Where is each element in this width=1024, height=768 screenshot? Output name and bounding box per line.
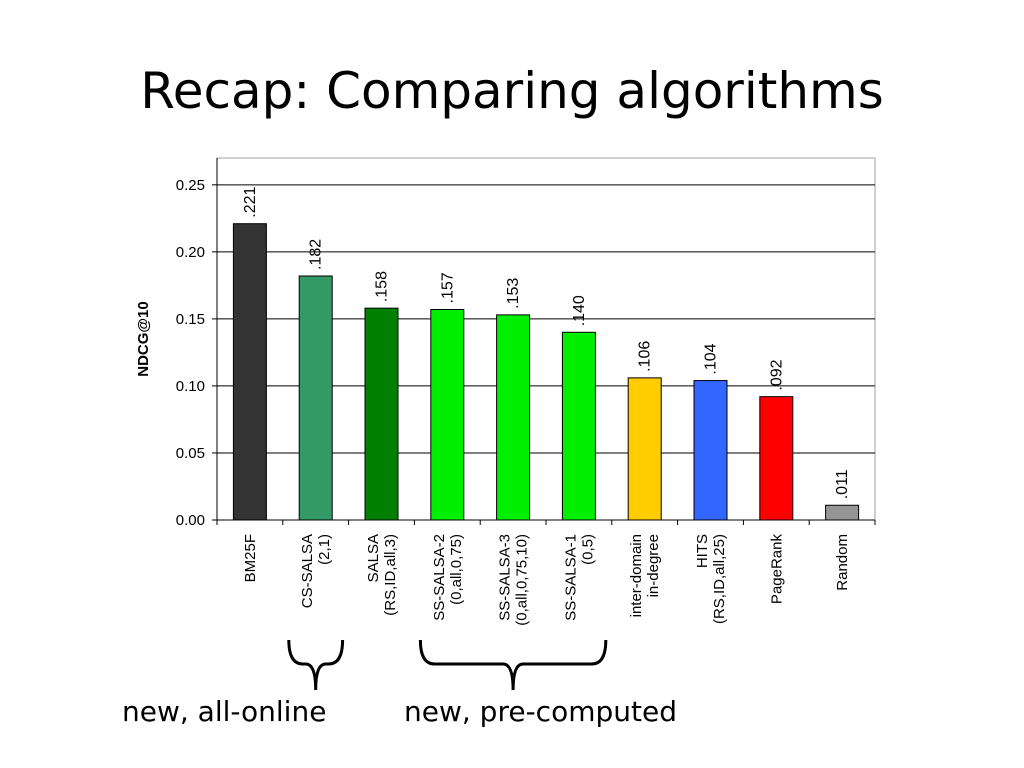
data-label: .153 [505,278,522,309]
data-label: .104 [703,343,720,374]
category-label: SS-SALSA-3 [497,534,514,621]
y-tick-label: 0.25 [176,177,205,194]
data-label: .140 [571,295,588,326]
data-label: .221 [242,186,259,217]
category-label: (RS,ID,all,3) [382,534,399,616]
group-brace [418,639,608,691]
data-label: .106 [637,341,654,372]
data-label: .182 [308,239,325,270]
group-label-all-online: new, all-online [122,695,327,728]
bar [364,307,399,521]
category-label: (0,all,0,75,10) [514,534,531,626]
category-label: HITS [694,534,711,568]
category-label: (2,1) [316,534,333,565]
y-axis-label: NDCG@10 [135,301,152,376]
bar [232,223,267,521]
bar [759,396,794,521]
category-label: (0,all,0,75) [448,534,465,605]
slide-title: Recap: Comparing algorithms [140,62,884,120]
category-label: SS-SALSA-2 [431,534,448,621]
y-tick-label: 0.20 [176,244,205,261]
bar [298,275,333,521]
group-brace [287,639,345,691]
category-label: BM25F [242,534,259,582]
y-tick-label: 0.15 [176,311,205,328]
y-tick-label: 0.05 [176,445,205,462]
data-label: .011 [834,469,851,499]
category-label: CS-SALSA [299,534,316,608]
category-label: (0,5) [579,534,596,565]
bar [496,314,531,521]
y-tick-label: 0.10 [176,378,205,395]
category-label: SALSA [365,534,382,582]
category-label: (RS,ID,all,25) [711,534,728,624]
bar [561,331,596,521]
y-tick-label: 0.00 [176,512,205,529]
category-label: SS-SALSA-1 [562,534,579,621]
bar [627,377,662,521]
group-label-pre-computed: new, pre-computed [404,695,677,728]
data-label: .158 [374,271,391,302]
category-label: in-degree [645,534,662,597]
category-label: Random [834,534,851,591]
data-label: .092 [768,359,785,390]
category-label: inter-domain [628,534,645,617]
bar [825,504,860,521]
bar [693,380,728,521]
bar [430,309,465,521]
data-label: .157 [439,272,456,303]
category-label: PageRank [768,534,785,605]
